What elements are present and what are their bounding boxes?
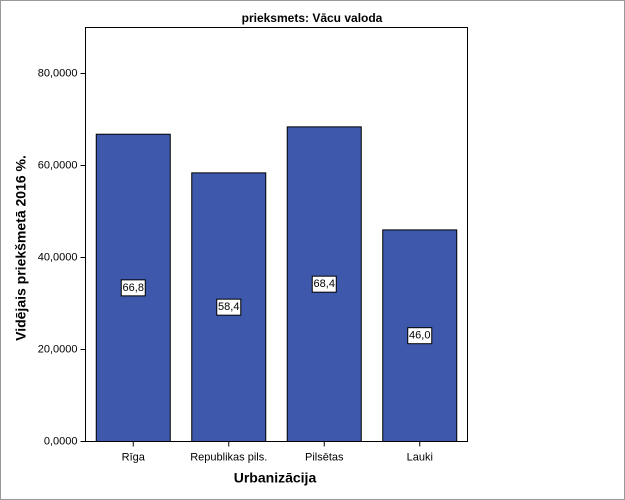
value-label-box — [407, 327, 433, 345]
y-tick-label: 20,0000 — [38, 343, 78, 355]
x-axis-label: Urbanizācija — [234, 470, 317, 486]
x-tick-label: Republikas pils. — [190, 451, 267, 463]
y-tick-label: 0,0000 — [44, 435, 78, 447]
value-label-box — [216, 298, 242, 316]
value-label: 46,0 — [409, 330, 430, 342]
value-label: 58,4 — [218, 301, 239, 313]
y-tick-label: 40,0000 — [38, 251, 78, 263]
x-tick-label: Lauki — [407, 451, 433, 463]
chart-title: prieksmets: Vācu valoda — [242, 11, 383, 25]
value-label-box — [120, 279, 146, 297]
x-tick-label: Rīga — [122, 451, 146, 463]
value-label: 68,4 — [314, 278, 335, 290]
y-tick-label: 80,0000 — [38, 67, 78, 79]
y-tick-label: 60,0000 — [38, 159, 78, 171]
y-axis-label: Vidējais priekšmetā 2016 %. — [13, 155, 29, 341]
value-label: 66,8 — [123, 282, 144, 294]
value-label-box — [311, 275, 337, 293]
x-tick-label: Pilsētas — [305, 451, 344, 463]
